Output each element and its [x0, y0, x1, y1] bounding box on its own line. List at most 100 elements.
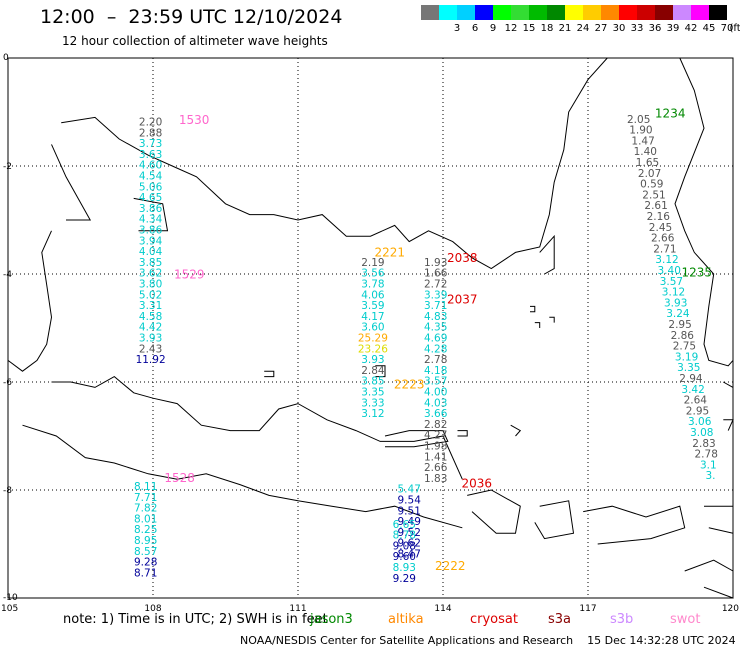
wave-height-value: 7.82	[134, 503, 157, 515]
color-swatch	[583, 5, 601, 20]
color-scale-tick-label: 3	[453, 23, 461, 34]
color-scale-tick-label: 15	[522, 23, 536, 34]
color-scale-tick-label: 21	[558, 23, 572, 34]
wave-height-value: 2.71	[653, 243, 676, 255]
wave-height-value: 9.60	[393, 551, 416, 563]
track-time-label: 1235	[682, 266, 713, 280]
mission-legend-item: cryosat	[470, 612, 518, 627]
wave-height-value: 2.94	[679, 373, 703, 385]
wave-height-value: 3.35	[677, 362, 700, 374]
wave-height-value: 3.94	[139, 235, 163, 247]
wave-height-value: 3.42	[681, 384, 704, 396]
wave-height-value: 23.26	[358, 343, 388, 355]
wave-height-value: 4.18	[424, 365, 447, 377]
wave-height-value: 3.86	[139, 203, 163, 215]
track-time-label: 2221	[375, 246, 406, 260]
wave-height-value: 8.25	[134, 524, 157, 536]
color-scale-unit: (ft)	[729, 23, 740, 34]
wave-height-value: 0.59	[640, 179, 663, 191]
observation-labels: 2.202.883.733.634.604.545.064.653.864.34…	[134, 106, 718, 584]
wave-height-value: 11.92	[136, 354, 166, 366]
wave-height-value: 8.57	[134, 546, 157, 558]
color-swatch	[457, 5, 475, 20]
map-grid	[7, 57, 734, 599]
wave-height-value: 2.43	[139, 343, 162, 355]
wave-height-value: 8.71	[134, 567, 157, 579]
coastline-segment	[674, 57, 734, 367]
wave-height-value: 8.95	[134, 535, 157, 547]
wave-height-value: 1.90	[629, 125, 652, 137]
wave-height-value: 3.35	[361, 387, 384, 399]
color-scale-tick-label: 6	[471, 23, 479, 34]
wave-height-value: 2.45	[649, 222, 672, 234]
coastline-segment	[704, 505, 734, 534]
track-time-label: 2222	[435, 559, 466, 573]
wave-height-value: 5.47	[398, 484, 421, 496]
color-scale-tick-label: 36	[648, 23, 662, 34]
wave-height-value: 2.86	[671, 330, 695, 342]
longitude-tick-label: 108	[144, 604, 161, 614]
wave-height-value: 2.84	[361, 365, 385, 377]
latitude-tick-label: -4	[3, 270, 12, 280]
wave-height-value: 3.93	[139, 333, 162, 345]
coastline-segment	[22, 424, 463, 529]
color-scale-tick-label: 27	[594, 23, 608, 34]
wave-height-value: 5.06	[139, 181, 163, 193]
latitude-tick-label: -6	[3, 378, 12, 388]
mission-legend-item: altika	[388, 612, 424, 627]
wave-height-value: 4.34	[139, 214, 163, 226]
wave-height-value: 4.69	[424, 333, 447, 345]
wave-height-value: 2.16	[647, 211, 671, 223]
wave-height-value: 3.73	[139, 138, 162, 150]
wave-height-value: 3.63	[139, 149, 162, 161]
wave-height-value: 3.57	[424, 376, 447, 388]
coastline	[7, 57, 734, 599]
coastline-segment	[723, 419, 734, 431]
wave-height-value: 3.31	[139, 300, 162, 312]
wave-height-value: 9.29	[393, 573, 416, 585]
wave-height-value: 2.05	[627, 114, 650, 126]
wave-height-value: 3.93	[664, 297, 687, 309]
wave-height-value: 4.17	[361, 311, 384, 323]
color-swatch	[637, 5, 655, 20]
wave-height-value: 1.93	[424, 257, 447, 269]
coastline-segment	[549, 316, 555, 323]
coastline-segment	[510, 424, 522, 437]
wave-height-value: 2.95	[668, 319, 691, 331]
wave-height-value: 2.83	[692, 438, 715, 450]
longitude-tick-label: 117	[579, 604, 596, 614]
wave-height-value: 8.01	[134, 513, 157, 525]
coastline-segment	[7, 230, 53, 372]
coastline-segment	[264, 370, 275, 378]
track-time-label: 2038	[447, 251, 478, 265]
coastline-segment	[534, 322, 541, 328]
axis-tick-labels: 105 108 111 114 117 120 0 -2 -4 -6 -8 -10	[1, 53, 739, 614]
footer-note: note: 1) Time is in UTC; 2) SWH is in fe…	[63, 612, 328, 627]
credit-line: NOAA/NESDIS Center for Satellite Applica…	[240, 634, 736, 647]
color-scale-tick-label: 24	[576, 23, 590, 34]
latitude-tick-label: -2	[3, 162, 12, 172]
wave-height-value: 2.78	[424, 354, 447, 366]
color-swatch	[493, 5, 511, 20]
wave-height-value: 3.12	[655, 254, 678, 266]
wave-height-value: 2.51	[642, 189, 665, 201]
track-time-label: 1530	[179, 113, 210, 127]
track-time-label: 1529	[174, 267, 205, 281]
wave-height-value: 5.02	[139, 289, 162, 301]
track-time-label: 2223	[394, 378, 425, 392]
wave-height-value: 2.64	[684, 395, 708, 407]
wave-height-value: 1.65	[636, 157, 659, 169]
map-subtitle: 12 hour collection of altimeter wave hei…	[62, 34, 328, 48]
mission-legend-item: s3a	[548, 612, 572, 627]
wave-height-value: 2.72	[424, 279, 447, 291]
wave-height-value: 8.78	[393, 530, 416, 542]
color-swatch	[547, 5, 565, 20]
wave-height-value: 8.93	[393, 562, 416, 574]
coastline-segment	[539, 234, 555, 275]
wave-height-value: 4.00	[424, 387, 447, 399]
wave-height-value: 4.35	[424, 322, 447, 334]
color-swatch	[619, 5, 637, 20]
wave-height-value: 2.75	[673, 341, 696, 353]
wave-height-value: 3.19	[675, 351, 698, 363]
wave-height-value: 25.29	[358, 333, 388, 345]
